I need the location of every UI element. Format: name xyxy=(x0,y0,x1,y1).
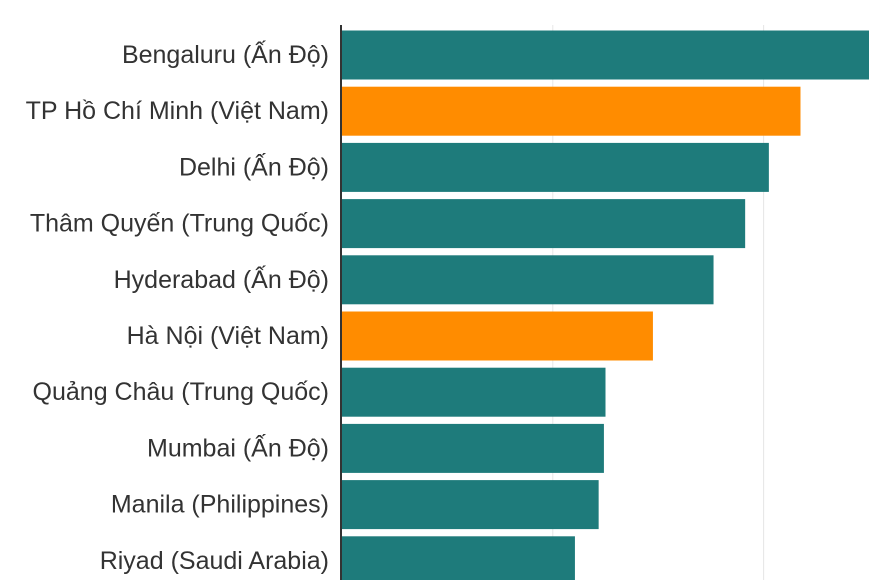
bar-9 xyxy=(342,480,599,530)
label-layer: Bengaluru (Ấn Độ) TP Hồ Chí Minh (Việt Na… xyxy=(26,40,329,575)
category-label-8: Mumbai (Ấn Độ) xyxy=(147,433,329,462)
bar-4 xyxy=(342,199,746,249)
bar-6 xyxy=(342,311,653,361)
bar-layer xyxy=(342,30,869,580)
category-label-9: Manila (Philippines) xyxy=(111,491,329,519)
bar-8 xyxy=(342,423,604,473)
category-label-6: Hà Nội (Việt Nam) xyxy=(127,322,329,350)
bar-2 xyxy=(342,86,801,136)
category-label-7: Quảng Châu (Trung Quốc) xyxy=(33,378,329,406)
category-label-3: Delhi (Ấn Độ) xyxy=(179,152,329,181)
category-label-1: Bengaluru (Ấn Độ) xyxy=(122,40,329,69)
category-label-4: Thâm Quyến (Trung Quốc) xyxy=(30,210,329,238)
category-label-2: TP Hồ Chí Minh (Việt Nam) xyxy=(26,97,329,125)
bar-5 xyxy=(342,255,714,305)
bar-10 xyxy=(342,536,575,580)
bar-3 xyxy=(342,142,769,192)
bar-7 xyxy=(342,367,606,417)
category-label-5: Hyderabad (Ấn Độ) xyxy=(114,265,329,294)
category-label-10: Riyad (Saudi Arabia) xyxy=(100,547,329,575)
bar-1 xyxy=(342,30,869,80)
